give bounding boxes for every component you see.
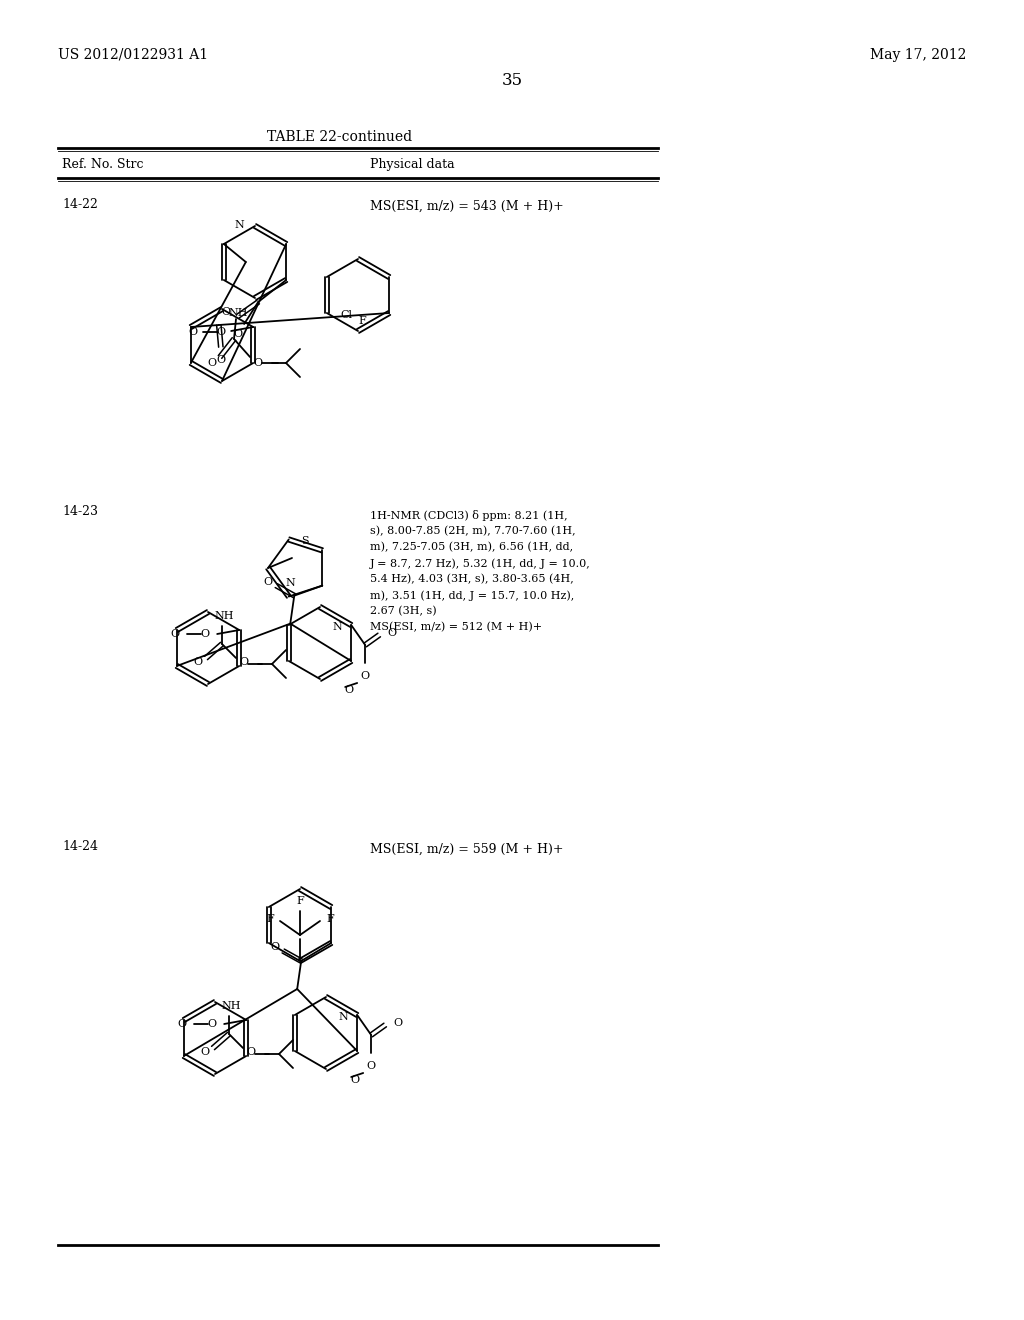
Text: O: O <box>247 1047 256 1057</box>
Text: MS(ESI, m/z) = 512 (M + H)+: MS(ESI, m/z) = 512 (M + H)+ <box>370 622 542 632</box>
Text: J = 8.7, 2.7 Hz), 5.32 (1H, dd, J = 10.0,: J = 8.7, 2.7 Hz), 5.32 (1H, dd, J = 10.0… <box>370 558 591 569</box>
Text: m), 7.25-7.05 (3H, m), 6.56 (1H, dd,: m), 7.25-7.05 (3H, m), 6.56 (1H, dd, <box>370 543 573 552</box>
Text: S: S <box>301 536 308 546</box>
Text: 2.67 (3H, s): 2.67 (3H, s) <box>370 606 436 616</box>
Text: 1H-NMR (CDCl3) δ ppm: 8.21 (1H,: 1H-NMR (CDCl3) δ ppm: 8.21 (1H, <box>370 510 567 521</box>
Text: 14-22: 14-22 <box>62 198 98 211</box>
Text: 14-23: 14-23 <box>62 506 98 517</box>
Text: O: O <box>270 942 280 952</box>
Text: MS(ESI, m/z) = 543 (M + H)+: MS(ESI, m/z) = 543 (M + H)+ <box>370 201 564 213</box>
Text: O: O <box>345 685 353 696</box>
Text: O: O <box>264 577 272 586</box>
Text: TABLE 22-continued: TABLE 22-continued <box>267 129 413 144</box>
Text: US 2012/0122931 A1: US 2012/0122931 A1 <box>58 48 208 62</box>
Text: O: O <box>240 657 249 667</box>
Text: NH: NH <box>214 611 233 620</box>
Text: 5.4 Hz), 4.03 (3H, s), 3.80-3.65 (4H,: 5.4 Hz), 4.03 (3H, s), 3.80-3.65 (4H, <box>370 574 573 585</box>
Text: O: O <box>367 1061 376 1071</box>
Text: N: N <box>333 622 342 632</box>
Text: 35: 35 <box>502 73 522 88</box>
Text: MS(ESI, m/z) = 559 (M + H)+: MS(ESI, m/z) = 559 (M + H)+ <box>370 843 563 855</box>
Text: O: O <box>207 1019 216 1030</box>
Text: NH: NH <box>221 1001 241 1011</box>
Text: O: O <box>201 1047 210 1057</box>
Text: N: N <box>286 578 296 587</box>
Text: O: O <box>216 327 225 337</box>
Text: F: F <box>266 913 274 924</box>
Text: O: O <box>208 358 216 368</box>
Text: F: F <box>296 896 304 906</box>
Text: O: O <box>194 657 203 667</box>
Text: May 17, 2012: May 17, 2012 <box>869 48 966 62</box>
Text: O: O <box>200 630 209 639</box>
Text: NH: NH <box>228 308 248 318</box>
Text: O: O <box>350 1074 359 1085</box>
Text: O: O <box>216 355 225 366</box>
Text: O: O <box>393 1018 402 1028</box>
Text: O: O <box>188 327 198 337</box>
Text: F: F <box>358 315 366 326</box>
Text: O: O <box>233 329 243 339</box>
Text: s), 8.00-7.85 (2H, m), 7.70-7.60 (1H,: s), 8.00-7.85 (2H, m), 7.70-7.60 (1H, <box>370 525 575 536</box>
Text: O: O <box>360 671 370 681</box>
Text: Physical data: Physical data <box>370 158 455 172</box>
Text: Ref. No. Strc: Ref. No. Strc <box>62 158 143 172</box>
Text: Cl: Cl <box>341 310 353 319</box>
Text: N: N <box>234 220 244 230</box>
Text: F: F <box>326 913 334 924</box>
Text: O: O <box>387 628 396 638</box>
Text: O: O <box>253 358 262 368</box>
Text: m), 3.51 (1H, dd, J = 15.7, 10.0 Hz),: m), 3.51 (1H, dd, J = 15.7, 10.0 Hz), <box>370 590 574 601</box>
Text: 14-24: 14-24 <box>62 840 98 853</box>
Text: O: O <box>221 308 230 317</box>
Text: O: O <box>170 630 179 639</box>
Text: O: O <box>177 1019 186 1030</box>
Text: N: N <box>338 1012 348 1022</box>
